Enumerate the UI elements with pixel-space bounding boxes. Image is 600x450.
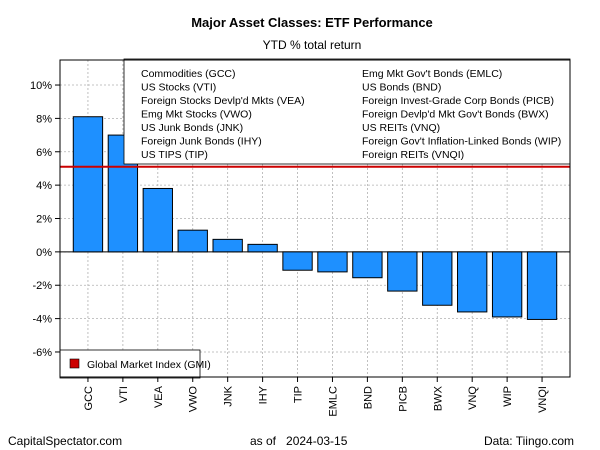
- bar-ihy: [247, 243, 278, 253]
- gmi-legend-label: Global Market Index (GMI): [87, 359, 211, 371]
- x-tick-label: BWX: [432, 385, 444, 411]
- chart-subtitle: YTD % total return: [263, 38, 362, 52]
- y-tick-label: 2%: [36, 214, 52, 226]
- legend-left-column: Commodities (GCC)US Stocks (VTI)Foreign …: [141, 68, 305, 161]
- footer-data-credit: Data: Tiingo.com: [484, 434, 574, 448]
- legend-item: Foreign Devlp'd Mkt Gov't Bonds (BWX): [362, 109, 549, 121]
- gmi-legend-swatch: [69, 358, 80, 369]
- legend-item: Emg Mkt Gov't Bonds (EMLC): [362, 68, 502, 80]
- bar-vea: [142, 187, 173, 253]
- x-tick-label: PICB: [397, 386, 409, 412]
- x-tick-label: IHY: [258, 385, 270, 404]
- legend-item: Foreign REITs (VNQI): [362, 149, 464, 161]
- bar-vwo: [177, 229, 208, 253]
- y-tick-label: -2%: [32, 280, 52, 292]
- x-tick-label: JNK: [223, 385, 235, 406]
- bar-wip: [491, 251, 523, 318]
- bar-jnk: [212, 238, 243, 253]
- legend-item: US Junk Bonds (JNK): [141, 122, 243, 134]
- x-tick-label: GCC: [83, 386, 95, 411]
- legend-item: Commodities (GCC): [141, 68, 236, 80]
- legend-right-column: Emg Mkt Gov't Bonds (EMLC) US Bonds (BND)…: [362, 68, 561, 161]
- bar-emlc: [317, 251, 348, 273]
- y-tick-label: 4%: [36, 180, 52, 192]
- footer-date: as of 2024-03-15: [250, 434, 348, 448]
- legend-item: US Bonds (BND): [362, 82, 441, 94]
- bar-vnq: [457, 251, 488, 313]
- x-tick-label: WIP: [502, 386, 514, 407]
- gmi-legend-box: [59, 349, 201, 379]
- x-tick-label: EMLC: [327, 386, 339, 417]
- legend-item: Foreign Junk Bonds (IHY): [141, 136, 262, 148]
- x-tick-label: VEA: [153, 385, 165, 408]
- legend-item: US TIPS (TIP): [141, 149, 208, 161]
- y-tick-label: -4%: [32, 314, 52, 326]
- bar-picb: [387, 251, 418, 292]
- y-tick-label: 0%: [36, 247, 52, 259]
- bar-gcc: [72, 116, 104, 253]
- y-tick-label: -6%: [32, 347, 52, 359]
- y-tick-label: 8%: [36, 113, 52, 125]
- legend-item: Emg Mkt Stocks (VWO): [141, 109, 252, 121]
- gmi-legend: Global Market Index (GMI): [59, 349, 211, 379]
- legend-item: Foreign Gov't Inflation-Linked Bonds (WI…: [362, 136, 561, 148]
- legend-box: [123, 58, 571, 165]
- x-tick-label: TIP: [293, 386, 305, 403]
- bar-tip: [282, 251, 313, 271]
- x-tick-label: VNQI: [537, 386, 549, 413]
- y-tick-label: 6%: [36, 147, 52, 159]
- legend-item: Foreign Invest-Grade Corp Bonds (PICB): [362, 95, 554, 107]
- footer-source-site: CapitalSpectator.com: [8, 434, 122, 448]
- y-tick-label: 10%: [30, 80, 52, 92]
- x-tick-label: VWO: [188, 386, 200, 413]
- x-tick-label: VNQ: [467, 386, 479, 410]
- bar-vnqi: [526, 251, 558, 320]
- x-axis: GCC VTI VEA VWO JNK IHY TIP EMLC BND PICB BWX VNQ WI…: [83, 377, 549, 417]
- bar-bwx: [422, 251, 453, 306]
- legend-item: Foreign Stocks Devlp'd Mkts (VEA): [141, 95, 305, 107]
- legend-item: US REITs (VNQ): [362, 122, 440, 134]
- x-tick-label: BND: [362, 386, 374, 409]
- legend-item: US Stocks (VTI): [141, 82, 216, 94]
- x-tick-label: VTI: [118, 386, 130, 403]
- chart-title: Major Asset Classes: ETF Performance: [191, 15, 433, 30]
- bar-bnd: [352, 251, 383, 279]
- legend: Commodities (GCC)US Stocks (VTI)Foreign …: [123, 58, 571, 165]
- y-axis: -6% -4% -2% 0% 2% 4% 6% 8% 10%: [30, 80, 60, 359]
